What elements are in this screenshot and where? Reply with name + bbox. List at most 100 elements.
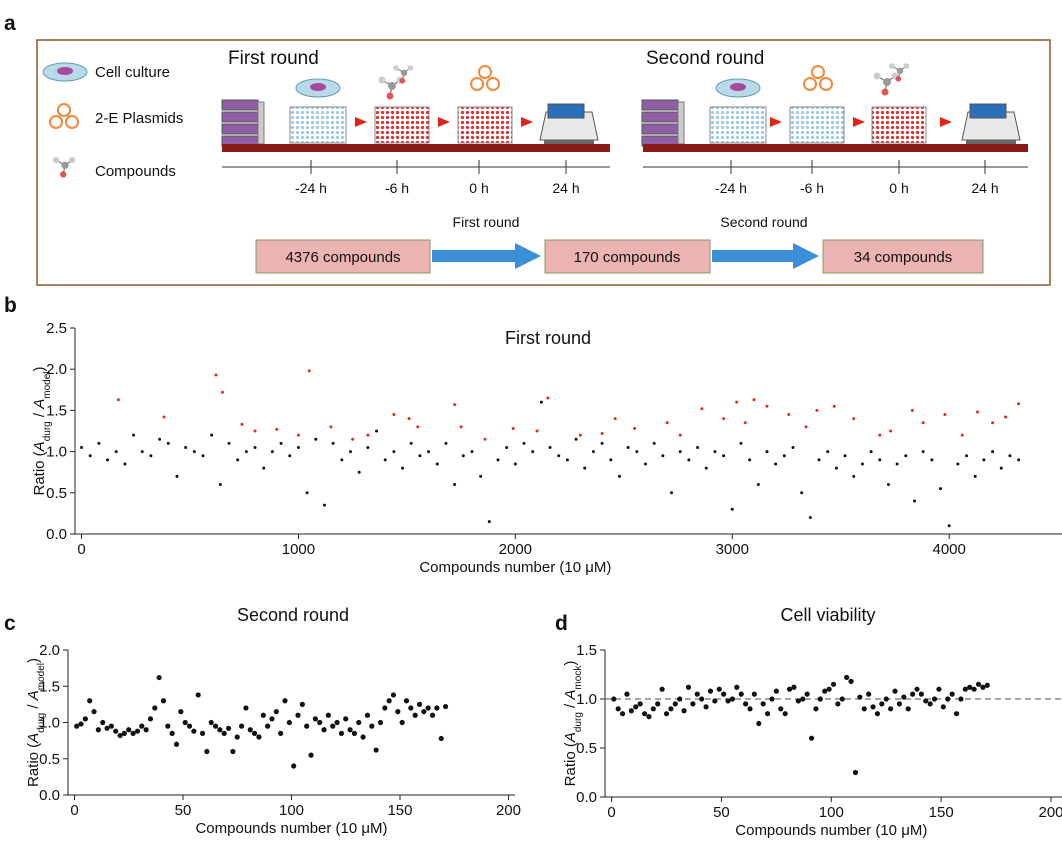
point xyxy=(896,701,903,707)
point xyxy=(377,719,384,726)
point xyxy=(195,692,201,698)
stage-text: 170 compounds xyxy=(574,249,681,266)
point xyxy=(479,474,483,478)
y-tick-label: 1.5 xyxy=(46,402,67,419)
x-tick-label: 100 xyxy=(819,804,844,821)
x-tick-label: 3000 xyxy=(716,541,749,558)
point xyxy=(765,404,769,408)
point xyxy=(892,688,898,694)
point xyxy=(240,422,244,426)
point xyxy=(870,704,876,710)
y-label-part: durg xyxy=(36,713,47,733)
point xyxy=(399,719,405,726)
point xyxy=(665,421,669,425)
point xyxy=(247,727,253,733)
point xyxy=(813,706,819,712)
point xyxy=(317,719,323,726)
y-label-part: model xyxy=(36,663,47,690)
point xyxy=(82,716,88,722)
point xyxy=(962,686,968,692)
point xyxy=(305,491,309,495)
point xyxy=(74,723,80,729)
y-label-part: durg xyxy=(573,712,584,732)
point xyxy=(635,450,639,454)
x-tick-label: 150 xyxy=(929,804,954,821)
point xyxy=(886,483,890,487)
point xyxy=(416,701,423,707)
point xyxy=(253,445,257,449)
x-axis-label: Compounds number (10 μM) xyxy=(195,820,387,837)
point xyxy=(931,696,938,702)
point xyxy=(699,696,705,702)
point xyxy=(704,466,708,470)
y-tick-label: 2.5 xyxy=(46,320,67,337)
point xyxy=(308,752,314,758)
point xyxy=(390,692,397,698)
point xyxy=(134,728,141,734)
point xyxy=(735,400,739,404)
legend-text: Cell culture xyxy=(95,64,170,81)
point xyxy=(600,441,604,445)
point xyxy=(273,709,279,715)
point xyxy=(191,728,197,734)
x-tick-label: 0 xyxy=(77,541,85,558)
point xyxy=(1017,458,1021,462)
chart-title: Second round xyxy=(237,605,349,625)
point xyxy=(1004,415,1008,419)
point xyxy=(165,723,171,729)
point xyxy=(574,437,578,441)
timepoint: -24 h xyxy=(295,180,327,196)
y-tick-label: 0.0 xyxy=(46,526,67,543)
point xyxy=(690,701,696,707)
point xyxy=(106,458,110,462)
point xyxy=(687,458,691,462)
point xyxy=(984,682,990,688)
point xyxy=(535,429,539,433)
point xyxy=(531,450,535,454)
y-label-part: A xyxy=(31,441,48,452)
point xyxy=(804,425,808,429)
point xyxy=(591,450,595,454)
point xyxy=(407,417,411,421)
point xyxy=(314,437,318,441)
point xyxy=(672,701,678,707)
point xyxy=(453,403,457,407)
point xyxy=(123,462,127,466)
point xyxy=(218,483,222,487)
point xyxy=(832,404,836,408)
point xyxy=(696,445,700,449)
point xyxy=(852,417,856,421)
point xyxy=(343,716,349,722)
point xyxy=(80,445,84,449)
point xyxy=(321,727,327,733)
point xyxy=(965,454,969,458)
point xyxy=(279,441,283,445)
point xyxy=(956,462,960,466)
y-label-part: Ratio ( xyxy=(31,451,48,495)
point xyxy=(169,730,175,736)
point xyxy=(373,747,379,753)
y-tick-label: 2.0 xyxy=(39,642,60,659)
point xyxy=(958,696,964,702)
point xyxy=(725,698,731,704)
point xyxy=(221,730,227,736)
point xyxy=(895,462,899,466)
point xyxy=(152,705,158,711)
point xyxy=(879,701,885,707)
x-tick-label: 0 xyxy=(70,802,78,819)
y-label-part: A xyxy=(562,732,579,743)
point xyxy=(184,445,188,449)
point xyxy=(299,701,305,707)
point xyxy=(888,706,894,712)
y-label-part: model xyxy=(42,372,53,399)
point xyxy=(769,696,775,702)
y-label-part: A xyxy=(31,399,48,410)
point xyxy=(787,413,791,417)
point xyxy=(386,698,392,704)
point xyxy=(791,684,797,690)
point xyxy=(78,721,84,727)
point xyxy=(729,696,736,702)
point xyxy=(624,691,630,697)
point xyxy=(108,723,114,729)
